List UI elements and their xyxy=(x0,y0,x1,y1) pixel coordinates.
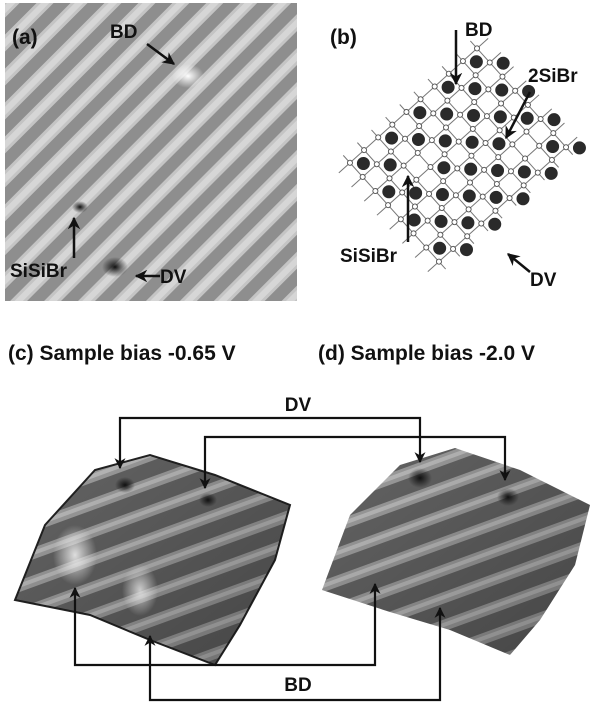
connector-label: BD xyxy=(284,675,311,696)
dark-defect xyxy=(72,201,88,213)
bond xyxy=(377,81,526,215)
surface-d xyxy=(322,448,590,655)
panel-a: (a) BD SiSiBr DV xyxy=(5,3,297,301)
bond xyxy=(339,38,488,172)
bond xyxy=(470,41,572,155)
annotation: BD xyxy=(465,20,492,41)
surface-c xyxy=(15,455,290,665)
bond xyxy=(400,105,502,219)
panel-label: (d) Sample bias -2.0 V xyxy=(318,342,535,365)
annotation: BD xyxy=(110,22,137,43)
annotation: 2SiBr xyxy=(528,66,578,87)
panel-label: (b) xyxy=(330,26,357,49)
panel-label: (c) Sample bias -0.65 V xyxy=(8,342,236,365)
arrow xyxy=(508,254,530,272)
bright-defect xyxy=(172,64,204,88)
panel-b: (b) BD 2SiBr SiSiBr DV xyxy=(330,20,589,291)
bond xyxy=(402,109,551,243)
figure: (a) BD SiSiBr DV (b) BD 2SiBr SiSiBr DV … xyxy=(0,0,601,709)
dark-defect xyxy=(102,257,128,277)
bond xyxy=(415,123,564,257)
panel-label: (a) xyxy=(12,26,38,49)
annotation: DV xyxy=(530,270,557,291)
annotation: SiSiBr xyxy=(340,246,398,267)
bond xyxy=(428,137,577,271)
connector-label: DV xyxy=(285,395,312,416)
bond xyxy=(364,67,513,201)
bond xyxy=(352,52,501,186)
annotation: DV xyxy=(160,267,187,288)
annotation: SiSiBr xyxy=(10,261,68,282)
